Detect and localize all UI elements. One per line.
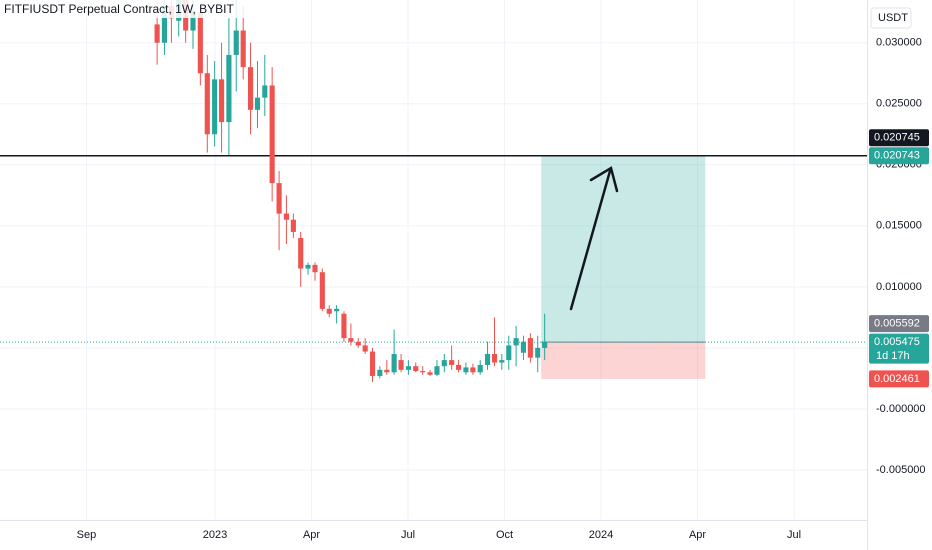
candle-body <box>441 360 447 367</box>
candle-body <box>484 353 491 365</box>
candle-body <box>413 366 419 372</box>
y-tick-label: 0.030000 <box>876 37 922 49</box>
candle-body <box>298 238 304 269</box>
candle-body <box>254 97 261 110</box>
candle-body <box>355 341 361 346</box>
horizontal-line-label-box <box>869 129 929 147</box>
x-tick-label: Jul <box>787 529 801 541</box>
x-tick-label: 2024 <box>589 529 613 541</box>
currency-box <box>870 7 912 29</box>
x-tick-label: Apr <box>689 529 706 541</box>
candle-body <box>513 338 519 346</box>
candle-body <box>527 338 533 358</box>
x-tick-label: 2023 <box>203 529 227 541</box>
marker-price-label-box <box>869 315 929 333</box>
candle-body <box>233 30 239 55</box>
y-tick-label: 0.025000 <box>876 98 922 110</box>
target-label: 0.020743 <box>874 150 920 162</box>
candle-body <box>391 353 397 373</box>
candle-body <box>334 308 340 312</box>
marker-price-label: 0.005592 <box>874 318 920 330</box>
candle-body <box>477 364 483 373</box>
current-price-label: 0.005475 <box>874 336 920 348</box>
candle-body <box>434 366 440 375</box>
candle-body <box>362 345 368 352</box>
candle-body <box>204 73 210 135</box>
chart-title: FITFIUSDT Perpetual Contract, 1W, BYBIT <box>4 2 235 16</box>
arrow-shaft <box>569 169 612 311</box>
candle-body <box>276 183 282 214</box>
y-tick-label: -0.000000 <box>876 403 926 415</box>
current-price-label-box <box>869 333 929 364</box>
candle-body <box>319 272 325 309</box>
candle-body <box>449 360 455 365</box>
candle-body <box>420 371 426 373</box>
candle-body <box>348 338 354 342</box>
candle-body <box>290 219 296 232</box>
candle-body <box>341 313 347 339</box>
candle-body <box>247 67 254 110</box>
candle-body <box>269 85 275 184</box>
candle-body <box>384 369 390 373</box>
y-tick-label: -0.005000 <box>876 464 926 476</box>
candle-body <box>197 12 203 74</box>
target-zone <box>541 155 706 343</box>
candle-body <box>491 353 498 363</box>
horizontal-line-label: 0.020745 <box>874 132 920 144</box>
stop-label: 0.002461 <box>874 373 920 385</box>
candle-body <box>219 79 225 123</box>
candle-body <box>542 341 548 348</box>
candle-body <box>283 213 289 220</box>
candle-body <box>427 372 433 375</box>
arrow-head <box>589 166 619 193</box>
title-backdrop <box>0 0 245 18</box>
candle-body <box>161 6 168 43</box>
stop-zone <box>541 342 706 379</box>
candle-body <box>499 360 505 363</box>
candle-body <box>520 341 527 353</box>
candle-body <box>506 345 512 361</box>
target-label-box <box>869 147 929 165</box>
candle-body <box>305 264 311 269</box>
plot-area <box>0 0 867 383</box>
x-tick-label: Apr <box>303 529 320 541</box>
candle-body <box>154 24 160 43</box>
candle-body <box>398 360 404 370</box>
x-tick-label: Oct <box>496 529 513 541</box>
candle-body <box>456 364 462 370</box>
x-tick-label: Jul <box>401 529 415 541</box>
price-labels: 0.020745 0.020743 0.005592 0.005475 1d 17h 0.… <box>869 129 929 388</box>
grid <box>0 0 867 520</box>
candle-body <box>405 366 411 370</box>
currency-label: USDT <box>878 12 908 24</box>
candle-body <box>326 308 332 314</box>
candle-body <box>226 54 232 123</box>
candle-body <box>470 367 476 373</box>
candle-body <box>535 347 541 358</box>
candle-body <box>312 264 318 273</box>
y-tick-label: 0.010000 <box>876 281 922 293</box>
x-tick-label: Sep <box>77 529 97 541</box>
arrow <box>569 166 619 311</box>
candle-body <box>240 30 246 68</box>
countdown: 1d 17h <box>876 350 910 362</box>
candle-body <box>190 12 196 31</box>
y-tick-label: 0.015000 <box>876 220 922 232</box>
candle-body <box>212 79 218 135</box>
candle-body <box>262 85 268 98</box>
candle-body <box>463 367 469 373</box>
stop-label-box <box>869 370 929 388</box>
candle-body <box>377 369 383 376</box>
candle-body <box>369 351 376 376</box>
